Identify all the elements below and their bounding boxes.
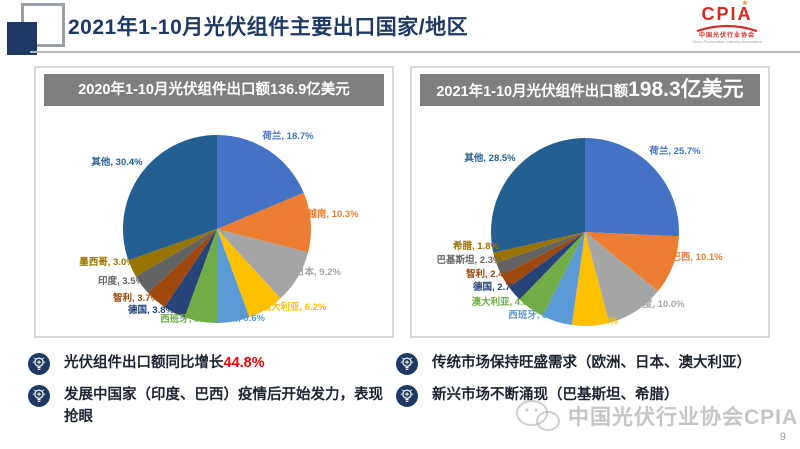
chart-title-segment: 2020年1-10月光伏组件出口额136.9亿美元 — [78, 82, 350, 98]
pie-slice — [501, 232, 585, 288]
pie-slice — [519, 232, 585, 316]
bullet-text-segment: 发展中国家（印度、巴西）疫情后开始发力，表现抢眼 — [64, 387, 383, 426]
header-divider — [30, 51, 800, 53]
pie-label: 荷兰, 18.7% — [261, 130, 314, 142]
bullet-text-segment: 新兴市场不断涌现（巴基斯坦、希腊） — [432, 387, 679, 403]
pie-label: 其他, 28.5% — [464, 152, 516, 164]
pie-label: 澳大利亚, 4.8% — [472, 296, 537, 308]
pie-slice — [164, 229, 217, 318]
bullet-item: 光伏组件出口额同比增长44.8% — [28, 352, 390, 375]
pie-label: 德国, 3.8% — [128, 304, 174, 316]
pie-slice — [122, 135, 217, 261]
pie-label: 澳大利亚, 6.2% — [262, 301, 327, 313]
pie-label: 西班牙, 5.6% — [160, 313, 216, 325]
pie-slice — [184, 229, 217, 323]
logo-subtitle: 中国光伏行业协会 — [698, 33, 755, 39]
chart-panel-2020: 2020年1-10月光伏组件出口额136.9亿美元 荷兰, 18.7% 越南, 1… — [34, 66, 394, 338]
chart-title-segment: 198.3亿美元 — [628, 78, 744, 101]
pie-slice — [217, 229, 309, 299]
pie-slice — [585, 232, 679, 292]
bullet-list-right: 传统市场保持旺盛需求（欧洲、日本、澳大利亚） 新兴市场不断涌现（巴基斯坦、希腊） — [396, 352, 792, 416]
pie-label: 越南, 10.3% — [306, 208, 359, 220]
bullet-item: 发展中国家（印度、巴西）疫情后开始发力，表现抢眼 — [28, 384, 390, 429]
bullet-text: 发展中国家（印度、巴西）疫情后开始发力，表现抢眼 — [64, 384, 390, 429]
pie-label: 印度, 10.0% — [633, 298, 685, 310]
star-icon: ★ — [741, 0, 750, 7]
lightbulb-icon — [396, 385, 418, 407]
bullet-item: 新兴市场不断涌现（巴基斯坦、希腊） — [396, 384, 792, 407]
pie-label: 墨西哥, 3.0% — [79, 257, 135, 268]
pie-slice — [148, 229, 217, 308]
chart-panel-2021: 2021年1-10月光伏组件出口额 198.3亿美元 荷兰, 25.7% 巴西, 1… — [410, 66, 770, 338]
pie-slice — [542, 232, 585, 326]
pie-slice — [571, 232, 610, 326]
bullet-text-segment: 传统市场保持旺盛需求（欧洲、日本、澳大利亚） — [432, 355, 751, 371]
pie-chart-2021: 荷兰, 25.7% 巴西, 10.1% 印度, 10.0% 日本, 6.4% 西班牙, … — [437, 138, 723, 327]
pie-chart-2020: 荷兰, 18.7% 越南, 10.3% 日本, 9.2% 澳大利亚, 6.2%巴西, … — [79, 130, 359, 325]
page-number: 9 — [779, 431, 786, 443]
cpia-logo-text: CPIA ★ — [701, 0, 753, 24]
bullet-text: 传统市场保持旺盛需求（欧洲、日本、澳大利亚） — [432, 352, 751, 374]
pie-label: 其他, 30.4% — [91, 156, 143, 168]
pie-label: 巴西, 5.6% — [219, 313, 265, 324]
chart-title-2020: 2020年1-10月光伏组件出口额136.9亿美元 — [44, 74, 384, 106]
pie-slice — [585, 138, 679, 237]
pie-label: 巴西, 10.1% — [671, 252, 723, 263]
pie-slice — [496, 232, 585, 276]
pie-slice — [128, 229, 217, 277]
bullet-text-segment: 44.8% — [223, 355, 265, 371]
pie-label: 西班牙, 5.2% — [508, 309, 564, 321]
pie-label: 智利, 2.4% — [466, 268, 512, 280]
chart-title-segment: 2021年1-10月光伏组件出口额 — [436, 84, 629, 100]
pie-label: 巴基斯坦, 2.3% — [437, 254, 502, 266]
bullet-text: 光伏组件出口额同比增长44.8% — [64, 352, 265, 374]
pie-slice — [135, 229, 217, 293]
logo-arc-icon — [696, 24, 758, 32]
pie-label: 德国, 2.7% — [473, 281, 519, 293]
bullet-list-left: 光伏组件出口额同比增长44.8% 发展中国家（印度、巴西）疫情后开始发力，表现抢… — [28, 352, 390, 438]
lightbulb-icon — [396, 353, 418, 375]
pie-slice — [491, 138, 585, 253]
pie-slice — [217, 229, 281, 318]
pie-label: 印度, 3.5% — [98, 275, 144, 287]
pie-label: 智利, 3.7% — [113, 292, 159, 304]
pie-label: 日本, 6.4% — [572, 315, 618, 327]
bullet-text-segment: 光伏组件出口额同比增长 — [64, 355, 224, 371]
pie-label: 荷兰, 25.7% — [648, 145, 701, 157]
pie-label: 希腊, 1.8% — [453, 240, 499, 252]
pie-label: 日本, 9.2% — [295, 266, 341, 278]
logo-subtitle-en: China Photovoltaic Industry Association — [691, 39, 763, 44]
page-title: 2021年1-10月光伏组件主要出口国家/地区 — [68, 16, 469, 39]
chart-title-2021: 2021年1-10月光伏组件出口额 198.3亿美元 — [420, 74, 760, 106]
pie-slice — [217, 135, 304, 229]
lightbulb-icon — [28, 353, 50, 375]
pie-slice — [509, 232, 585, 300]
cpia-logo: CPIA ★ 中国光伏行业协会 China Photovoltaic Indus… — [688, 0, 766, 44]
pie-slice — [217, 192, 311, 253]
pie-slice — [585, 232, 659, 323]
pie-slice — [217, 229, 250, 323]
deco-square-solid — [7, 22, 37, 55]
lightbulb-icon — [28, 385, 50, 407]
bullet-item: 传统市场保持旺盛需求（欧洲、日本、澳大利亚） — [396, 352, 792, 375]
bullet-text: 新兴市场不断涌现（巴基斯坦、希腊） — [432, 384, 679, 406]
pie-slice — [493, 232, 585, 263]
